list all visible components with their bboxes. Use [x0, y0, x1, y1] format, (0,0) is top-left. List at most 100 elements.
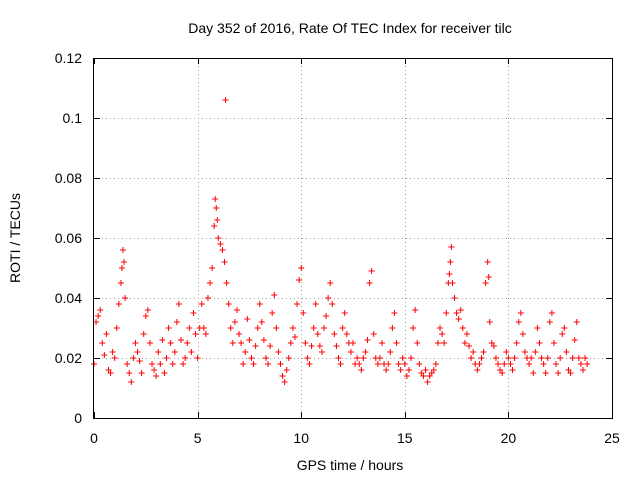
- data-point: [204, 295, 211, 301]
- data-point: [138, 370, 145, 376]
- data-point: [459, 325, 466, 331]
- data-point: [190, 310, 197, 316]
- data-point: [455, 316, 462, 322]
- y-tick-label: 0.04: [55, 290, 82, 306]
- data-point: [563, 349, 570, 355]
- data-point: [466, 343, 473, 349]
- data-point: [173, 319, 180, 325]
- y-tick-label: 0.02: [55, 350, 82, 366]
- data-point: [258, 319, 265, 325]
- data-point: [470, 349, 477, 355]
- data-point: [277, 361, 284, 367]
- data-point: [213, 205, 220, 211]
- data-point: [128, 379, 135, 385]
- data-point: [474, 367, 481, 373]
- data-point: [555, 370, 562, 376]
- data-point: [559, 331, 566, 337]
- data-point: [582, 355, 589, 361]
- data-point: [117, 280, 124, 286]
- data-point: [296, 277, 303, 283]
- data-point: [161, 370, 168, 376]
- data-point: [503, 349, 510, 355]
- data-point: [107, 370, 114, 376]
- data-point: [561, 325, 568, 331]
- data-point: [550, 340, 557, 346]
- data-point: [414, 340, 421, 346]
- data-point: [443, 310, 450, 316]
- data-point: [521, 349, 528, 355]
- data-point: [350, 340, 356, 346]
- data-point: [325, 295, 332, 301]
- data-point: [575, 355, 582, 361]
- data-point: [401, 361, 408, 367]
- data-point: [478, 355, 485, 361]
- data-point: [198, 301, 205, 307]
- data-point: [517, 310, 524, 316]
- data-points: [91, 97, 591, 385]
- data-point: [171, 349, 178, 355]
- data-point: [140, 331, 147, 337]
- data-point: [339, 325, 346, 331]
- data-point: [476, 361, 483, 367]
- data-point: [546, 319, 553, 325]
- data-point: [246, 337, 253, 343]
- data-point: [391, 310, 398, 316]
- data-point: [449, 280, 456, 286]
- data-point: [149, 361, 156, 367]
- data-point: [142, 313, 149, 319]
- data-point: [260, 337, 267, 343]
- data-point: [97, 307, 104, 313]
- data-point: [103, 331, 110, 337]
- data-point: [223, 280, 230, 286]
- data-point: [281, 379, 288, 385]
- data-point: [485, 274, 492, 280]
- data-point: [192, 331, 199, 337]
- y-tick-label: 0.1: [63, 110, 83, 126]
- y-tick-label: 0: [74, 410, 82, 426]
- data-point: [383, 367, 390, 373]
- data-point: [267, 343, 274, 349]
- data-point: [211, 223, 218, 229]
- data-point: [122, 295, 129, 301]
- x-axis-label: GPS time / hours: [297, 457, 404, 473]
- data-point: [240, 361, 247, 367]
- data-point: [202, 331, 209, 337]
- data-point: [360, 355, 367, 361]
- data-point: [227, 325, 234, 331]
- data-point: [214, 217, 221, 223]
- data-point: [387, 349, 394, 355]
- data-point: [186, 325, 193, 331]
- data-point: [557, 355, 564, 361]
- data-point: [115, 301, 122, 307]
- data-point: [275, 349, 282, 355]
- data-point: [341, 310, 348, 316]
- y-axis-label: ROTI / TECUs: [7, 193, 23, 283]
- data-point: [200, 325, 207, 331]
- data-point: [368, 268, 375, 274]
- data-point: [238, 340, 245, 346]
- y-tick-labels: 0 0.02 0.04 0.06 0.08 0.1 0.12: [55, 50, 82, 426]
- data-point: [513, 340, 520, 346]
- data-point: [302, 340, 309, 346]
- data-point: [484, 259, 491, 265]
- axis-ticks: [94, 58, 613, 419]
- data-point: [379, 340, 386, 346]
- data-point: [370, 331, 377, 337]
- data-point: [486, 319, 493, 325]
- data-point: [194, 355, 201, 361]
- data-point: [501, 361, 508, 367]
- data-point: [393, 340, 400, 346]
- data-point: [437, 325, 444, 331]
- data-point: [175, 301, 182, 307]
- data-point: [571, 337, 578, 343]
- data-point: [180, 361, 187, 367]
- data-point: [165, 325, 172, 331]
- data-point: [320, 325, 327, 331]
- data-point: [99, 340, 106, 346]
- data-point: [159, 337, 166, 343]
- data-point: [441, 340, 448, 346]
- data-point: [569, 355, 576, 361]
- data-point: [244, 316, 251, 322]
- data-point: [356, 361, 363, 367]
- x-tick-label: 0: [90, 430, 98, 446]
